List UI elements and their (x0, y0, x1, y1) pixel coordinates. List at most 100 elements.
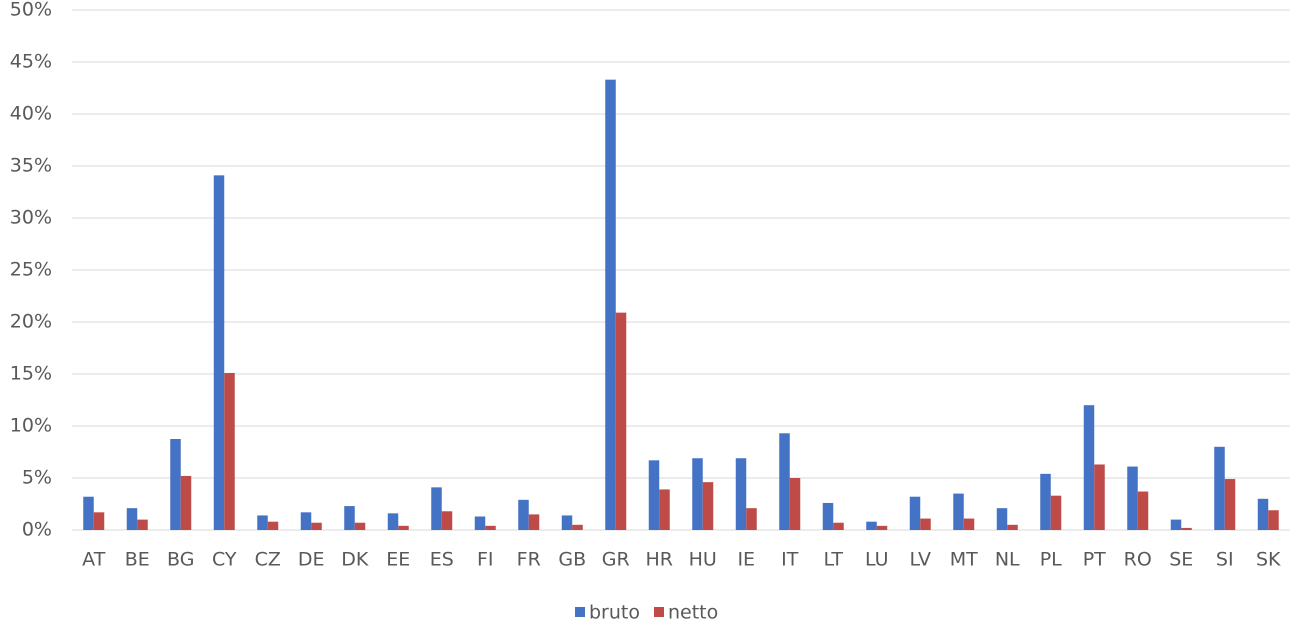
x-tick-label: GR (602, 549, 630, 571)
bar (1137, 491, 1149, 530)
x-tick-label: FI (477, 549, 494, 571)
bar (1181, 527, 1192, 530)
x-tick-label: LV (910, 549, 932, 571)
bar (83, 496, 94, 530)
x-tick-label: BE (125, 549, 150, 571)
bar (137, 519, 148, 530)
y-tick-label: 25% (10, 259, 52, 281)
bar (387, 513, 399, 530)
bar (126, 508, 138, 530)
bar (180, 475, 192, 530)
x-tick-label: IE (737, 549, 755, 571)
legend-label: bruto (589, 602, 640, 624)
bar (441, 511, 453, 530)
bar (1257, 498, 1269, 530)
x-tick-label: HU (689, 549, 717, 571)
bar (1083, 405, 1095, 530)
x-tick-label: PT (1083, 549, 1106, 571)
x-tick-label: LU (865, 549, 889, 571)
bar (953, 493, 964, 530)
y-tick-label: 10% (10, 415, 52, 437)
bar (485, 525, 496, 530)
x-tick-label: SK (1256, 549, 1281, 571)
x-tick-label: GB (558, 549, 586, 571)
x-tick-label: DK (341, 549, 369, 571)
bar (920, 518, 931, 530)
bar (833, 522, 844, 530)
bar (1170, 519, 1182, 530)
x-tick-label: EE (386, 549, 410, 571)
x-tick-label: SI (1216, 549, 1234, 571)
bar (311, 522, 322, 530)
bar (1214, 446, 1225, 530)
bar (398, 525, 409, 530)
bar (1050, 495, 1062, 530)
bar (605, 79, 616, 531)
y-tick-label: 15% (10, 363, 52, 385)
bar (822, 502, 834, 530)
x-tick-label: IT (781, 549, 799, 571)
y-tick-label: 0% (22, 519, 52, 541)
bar (300, 512, 312, 530)
bar (518, 499, 529, 530)
legend-swatch (654, 607, 664, 617)
bar (1040, 473, 1051, 530)
bar (648, 460, 660, 530)
bar (344, 506, 355, 530)
x-tick-label: HR (646, 549, 674, 571)
x-tick-label: NL (995, 549, 1020, 571)
bar (909, 496, 921, 530)
bar (213, 175, 225, 531)
bar (1268, 510, 1279, 530)
bar (561, 515, 573, 530)
y-tick-label: 40% (10, 103, 52, 125)
x-tick-label: PL (1040, 549, 1062, 571)
y-tick-label: 50% (10, 0, 52, 21)
bar (572, 524, 583, 530)
bar (779, 433, 790, 530)
x-tick-label: CY (212, 549, 237, 571)
y-tick-label: 30% (10, 207, 52, 229)
bar (702, 482, 714, 530)
bar (692, 458, 703, 530)
bar (659, 489, 670, 530)
x-tick-label: BG (167, 549, 194, 571)
x-tick-label: DE (298, 549, 325, 571)
x-tick-label: AT (82, 549, 106, 571)
x-tick-label: LT (823, 549, 843, 571)
bar (431, 487, 442, 530)
bar (963, 518, 975, 530)
x-tick-label: MT (950, 549, 978, 571)
bar (93, 512, 105, 530)
bar (170, 439, 181, 530)
bar (257, 515, 268, 530)
bar (1127, 466, 1138, 530)
legend-swatch (575, 607, 585, 617)
x-tick-label: CZ (255, 549, 281, 571)
bar (1224, 479, 1236, 530)
bar (789, 478, 801, 530)
bar (474, 516, 486, 530)
bar (876, 525, 888, 530)
bar (615, 312, 627, 530)
x-tick-label: FR (517, 549, 541, 571)
x-tick-label: RO (1124, 549, 1152, 571)
x-tick-label: SE (1169, 549, 1193, 571)
y-tick-label: 5% (22, 467, 52, 489)
x-tick-label: ES (430, 549, 454, 571)
legend-label: netto (668, 602, 718, 624)
y-tick-label: 45% (10, 51, 52, 73)
bar (996, 508, 1008, 530)
bar (267, 521, 279, 530)
y-tick-label: 35% (10, 155, 52, 177)
bar (354, 522, 366, 530)
bar (1007, 524, 1018, 530)
bar (866, 521, 877, 530)
bar (1094, 464, 1105, 530)
bar (528, 514, 540, 530)
bar (735, 458, 747, 530)
bar (224, 372, 235, 530)
bar (746, 508, 757, 530)
y-tick-label: 20% (10, 311, 52, 333)
